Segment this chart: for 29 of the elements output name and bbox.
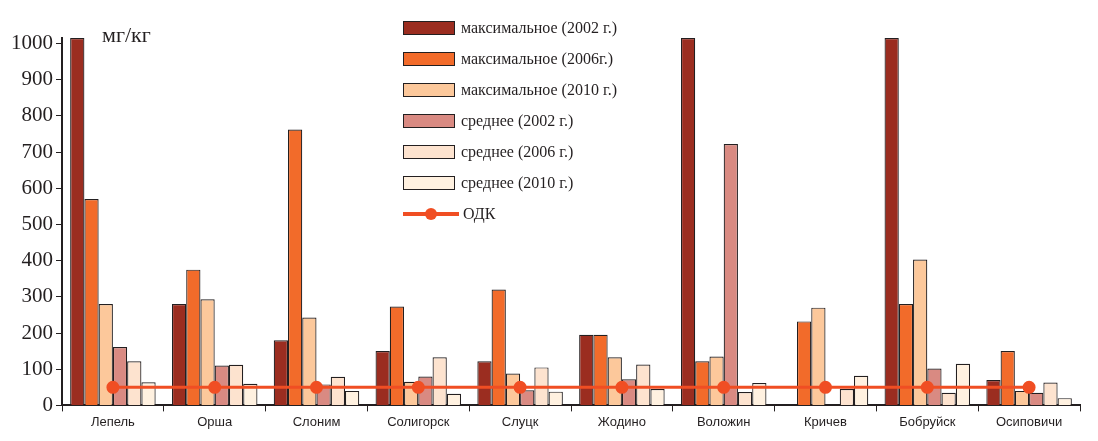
y-tick-label: 300: [21, 283, 53, 308]
x-tick-label: Орша: [197, 413, 233, 429]
legend-label: среднее (2002 г.): [461, 111, 574, 130]
y-tick-label: 0: [42, 391, 53, 416]
legend-label: максимальное (2010 г.): [461, 80, 617, 99]
x-tick-label: Солигорск: [387, 413, 450, 429]
legend-label: максимальное (2002 г.): [461, 18, 617, 37]
x-tick-label: Воложин: [696, 413, 751, 429]
x-tick-label: Бобруйск: [899, 413, 956, 429]
legend-label: среднее (2010 г.): [461, 173, 574, 192]
y-tick-label: 200: [21, 319, 53, 344]
y-tick-label: 1000: [11, 29, 53, 54]
y-tick-label: 700: [21, 138, 53, 163]
y-tick-label: 800: [21, 102, 53, 127]
x-tick-label: Кричев: [804, 413, 848, 429]
legend-label: ОДК: [463, 204, 496, 223]
y-tick-label: 400: [21, 247, 53, 272]
y-tick-label: 600: [21, 174, 53, 199]
y-tick-label: 500: [21, 210, 53, 235]
x-tick-label: Слуцк: [501, 413, 539, 429]
x-tick-label: Лепель: [90, 413, 136, 429]
y-axis-title: мг/кг: [102, 21, 151, 47]
x-tick-label: Слоним: [292, 413, 341, 429]
x-tick-label: Осиповичи: [995, 413, 1063, 429]
y-tick-label: 100: [21, 355, 53, 380]
legend-label: максимальное (2006г.): [461, 49, 613, 68]
x-tick-label: Жодино: [597, 413, 646, 429]
legend-label: среднее (2006 г.): [461, 142, 574, 161]
y-tick-label: 900: [21, 66, 53, 91]
